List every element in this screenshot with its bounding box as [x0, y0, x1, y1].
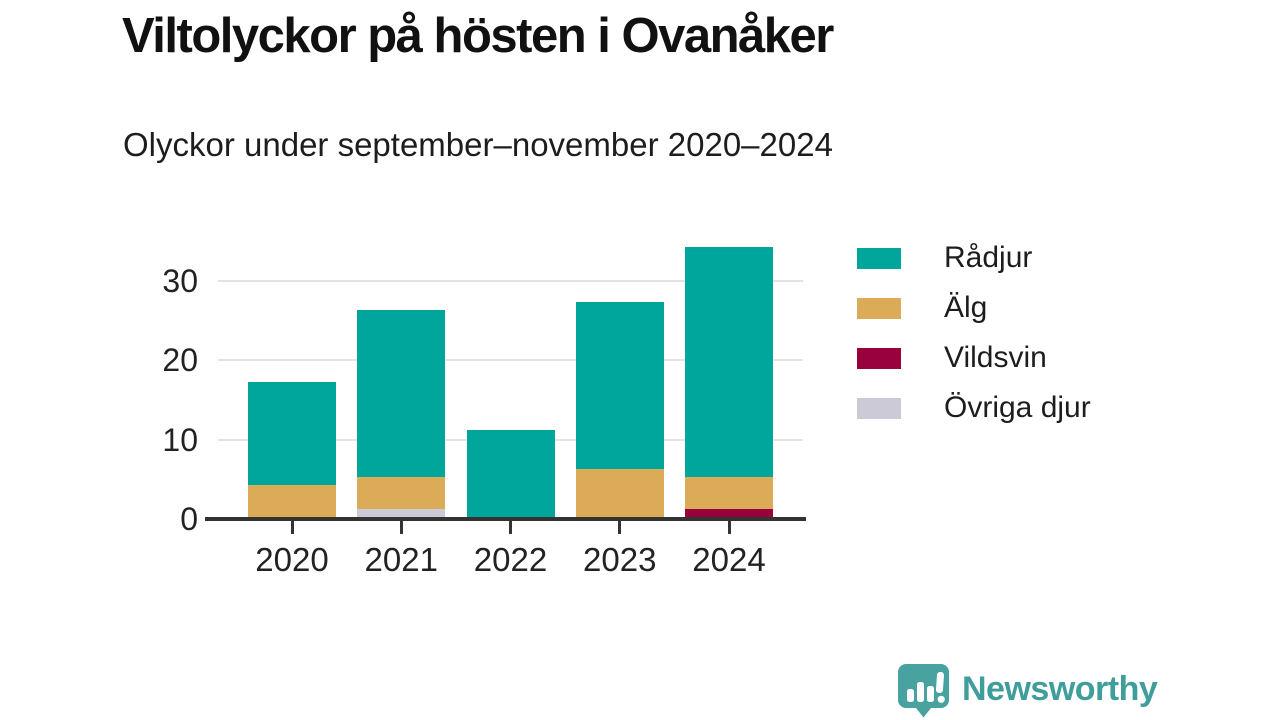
legend-label: Övriga djur: [944, 391, 1091, 424]
bar-segment-2023: [575, 469, 664, 517]
bar-segment-2023: [575, 302, 664, 470]
chart-subtitle: Olyckor under september–november 2020–20…: [123, 126, 833, 163]
legend-item-0: Rådjur: [857, 241, 1091, 274]
grid-line: [218, 279, 803, 282]
brand-footer: Newsworthy: [895, 661, 1158, 718]
x-axis-tick-label: 2021: [364, 541, 438, 578]
x-axis-tick-label: 2023: [583, 541, 657, 578]
bar-segment-2021: [357, 310, 446, 478]
bar-segment-2020: [248, 381, 336, 486]
x-axis-tick: [290, 521, 294, 534]
legend-swatch: [857, 247, 901, 269]
legend-swatch: [857, 397, 901, 419]
bar-segment-2024: [685, 477, 773, 510]
legend-label: Älg: [944, 291, 988, 324]
brand-name: Newsworthy: [962, 670, 1158, 708]
legend-swatch: [857, 347, 901, 369]
x-axis-tick: [618, 521, 622, 534]
y-axis-tick-label: 20: [162, 342, 198, 378]
bar-segment-2020: [248, 485, 336, 517]
y-axis-tick-label: 0: [180, 501, 198, 537]
x-axis-tick: [509, 521, 512, 534]
chart-title: Viltolyckor på hösten i Ovanåker: [122, 9, 834, 63]
x-axis-tick: [399, 521, 403, 534]
legend-item-3: Övriga djur: [857, 391, 1091, 424]
legend-label: Rådjur: [944, 241, 1033, 274]
bar-segment-2022: [466, 429, 555, 517]
bar-segment-2024: [685, 509, 773, 517]
x-axis-tick: [727, 521, 731, 534]
legend-item-2: Vildsvin: [857, 341, 1091, 374]
legend-label: Vildsvin: [944, 341, 1047, 374]
y-axis-tick-label: 10: [162, 421, 198, 458]
legend: Rådjur Älg Vildsvin Övriga djur: [857, 241, 1091, 424]
x-axis-tick-label: 2020: [255, 541, 329, 578]
grid-line: [218, 359, 803, 361]
legend-item-1: Älg: [857, 291, 1091, 324]
x-axis-tick-label: 2024: [692, 541, 766, 578]
legend-swatch: [857, 297, 901, 319]
x-axis-tick-label: 2022: [473, 541, 548, 578]
x-axis-line: [205, 517, 806, 521]
bar-segment-2021: [357, 477, 446, 510]
newsworthy-logo-icon: [898, 664, 949, 718]
bar-segment-2024: [685, 246, 773, 478]
y-axis-tick-label: 30: [162, 262, 198, 299]
bar-segment-2021: [357, 509, 446, 517]
